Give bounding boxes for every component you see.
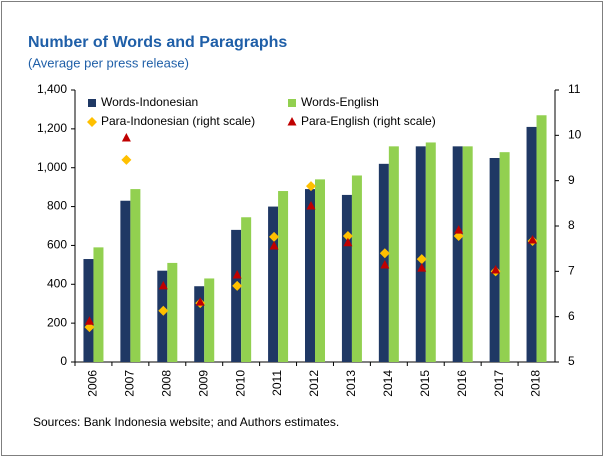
bar (305, 189, 315, 362)
legend-swatch (288, 99, 296, 107)
y-tick-label: 1,400 (37, 82, 67, 96)
bar (489, 158, 500, 362)
y-tick-label: 200 (47, 315, 67, 329)
x-tick-label: 2016 (455, 370, 469, 397)
chart-title: Number of Words and Paragraphs (28, 34, 287, 51)
y-tick-label: 1,000 (37, 160, 67, 174)
y-tick-label: 1,200 (37, 121, 67, 135)
y-tick-label: 600 (47, 238, 67, 252)
marker (528, 235, 538, 244)
x-tick-label: 2008 (159, 370, 173, 397)
legend-label: Words-Indonesian (101, 95, 198, 109)
marker (121, 154, 132, 165)
marker (232, 280, 243, 291)
marker (491, 264, 501, 274)
y-tick-label: 0 (60, 354, 67, 368)
legend-swatch (88, 99, 96, 107)
marker (306, 201, 316, 210)
marker (454, 225, 464, 234)
bar (425, 142, 436, 362)
legend-label: Para-Indonesian (right scale) (101, 114, 255, 128)
bar (204, 278, 215, 362)
y2-tick-label: 5 (568, 354, 575, 368)
y-tick-label: 400 (47, 276, 67, 290)
y-tick-label: 800 (47, 199, 67, 213)
x-tick-label: 2010 (233, 370, 247, 397)
marker (84, 316, 94, 325)
y2-tick-label: 9 (568, 173, 575, 187)
bar (93, 247, 104, 362)
bar (231, 229, 242, 362)
x-tick-label: 2018 (529, 370, 543, 397)
marker (306, 181, 316, 192)
x-tick-label: 2017 (492, 370, 506, 397)
bar (130, 189, 141, 362)
legend-marker (87, 117, 97, 127)
marker (232, 269, 242, 279)
x-tick-label: 2009 (196, 370, 210, 397)
bar (452, 146, 463, 362)
y2-tick-label: 6 (568, 309, 575, 323)
marker (121, 133, 131, 142)
marker (195, 297, 205, 306)
y2-tick-label: 7 (568, 264, 575, 278)
source-note: Sources: Bank Indonesia website; and Aut… (33, 415, 339, 429)
x-tick-label: 2013 (344, 370, 358, 397)
x-tick-label: 2007 (123, 370, 137, 397)
x-tick-label: 2014 (381, 370, 395, 397)
y2-tick-label: 11 (568, 82, 581, 96)
marker (379, 248, 390, 259)
bar (315, 179, 325, 362)
marker (343, 237, 353, 247)
x-tick-label: 2006 (86, 370, 100, 397)
marker (342, 230, 353, 241)
marker (269, 240, 279, 250)
bar (120, 200, 131, 362)
legend-label: Words-English (301, 95, 379, 109)
x-tick-label: 2011 (270, 370, 284, 396)
marker (417, 263, 427, 272)
bar (268, 206, 279, 362)
bar (351, 175, 362, 362)
bar (278, 191, 289, 362)
y2-tick-label: 10 (568, 128, 582, 142)
bar (241, 217, 252, 362)
x-tick-label: 2012 (307, 370, 321, 397)
bar (536, 115, 547, 362)
x-tick-label: 2015 (418, 370, 432, 397)
bar (167, 262, 178, 362)
bar (499, 152, 510, 362)
marker (158, 305, 169, 316)
bar (157, 270, 168, 362)
bar (341, 194, 352, 362)
chart-subtitle: (Average per press release) (28, 55, 189, 70)
bar (194, 286, 205, 362)
bar (462, 146, 473, 362)
legend-marker (287, 117, 297, 126)
y2-tick-label: 8 (568, 218, 575, 232)
marker (380, 259, 390, 269)
legend-label: Para-English (right scale) (301, 114, 436, 128)
marker (269, 231, 280, 242)
bar (388, 146, 399, 362)
marker (158, 280, 168, 290)
bar (83, 259, 94, 362)
bar (415, 146, 426, 362)
marker (416, 254, 427, 265)
